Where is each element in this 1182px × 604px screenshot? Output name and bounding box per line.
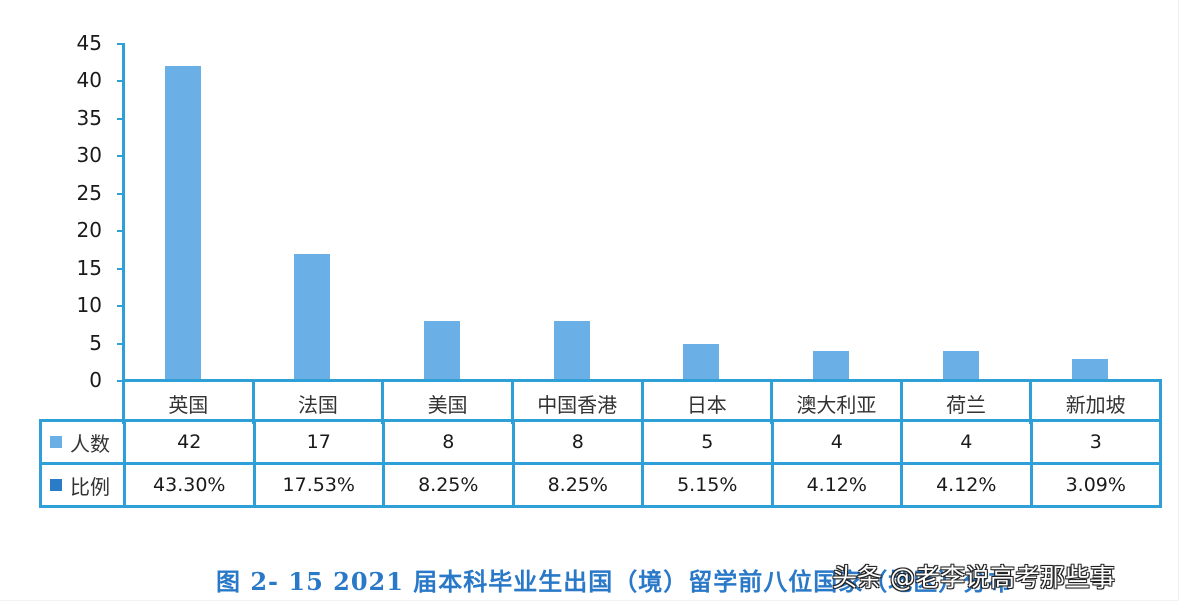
bar-日本: [683, 343, 720, 381]
legend-percentage: 比例: [42, 465, 123, 505]
y-tick-label: 10: [76, 293, 102, 318]
category-label: 英国: [122, 382, 252, 424]
y-tick-mark: [117, 117, 123, 120]
y-tick-label: 20: [76, 218, 102, 243]
legend-swatch-light-blue-icon: [50, 436, 62, 448]
y-tick-mark: [117, 192, 123, 195]
y-tick-mark: [117, 342, 123, 345]
table-cell: 43.30%: [123, 465, 253, 505]
bar-荷兰: [942, 351, 979, 381]
y-tick-label: 0: [89, 368, 102, 392]
y-tick-mark: [117, 230, 123, 233]
y-tick-mark: [117, 155, 123, 158]
category-label: 中国香港: [510, 382, 641, 424]
category-label: 新加坡: [1029, 382, 1162, 424]
table-cell: 8.25%: [382, 465, 512, 505]
y-tick-mark: [117, 267, 123, 270]
y-tick-mark: [117, 80, 123, 83]
y-tick-label: 25: [76, 180, 102, 205]
table-cell: 3: [1029, 422, 1160, 462]
table-cell: 4.12%: [900, 465, 1030, 505]
y-tick-label: 45: [76, 31, 102, 55]
figure-caption: 图 2- 15 2021 届本科毕业生出国（境）留学前八位国家（地区）分布: [216, 567, 1014, 596]
table-cell: 4: [770, 422, 901, 462]
y-tick-label: 40: [76, 68, 102, 93]
y-tick-mark: [117, 43, 123, 45]
legend-count: 人数: [42, 422, 123, 462]
table-cell: 8: [382, 422, 512, 462]
table-cell: 42: [123, 422, 253, 462]
bar-新加坡: [1072, 358, 1109, 381]
y-tick-mark: [117, 305, 123, 308]
legend-label: 比例: [70, 474, 110, 499]
bar-英国: [164, 66, 201, 381]
y-axis-line: [122, 43, 125, 382]
y-tick-label: 15: [76, 255, 102, 280]
table-cell: 17: [252, 422, 383, 462]
y-tick-label: 35: [76, 105, 102, 130]
table-cell: 5: [641, 422, 771, 462]
watermark: 头条 @老李说高考那些事: [832, 563, 1115, 592]
y-tick-label: 5: [89, 330, 102, 355]
table-cell: 17.53%: [252, 465, 383, 505]
table-cell: 3.09%: [1029, 465, 1160, 505]
data-table: 人数 42 17 8 8 5 4 4 3 比例 43.30% 17.53% 8.…: [39, 419, 1162, 508]
y-tick-mark: [117, 380, 123, 382]
data-row-count: 人数 42 17 8 8 5 4 4 3: [42, 422, 1159, 462]
table-cell: 4.12%: [770, 465, 901, 505]
bar-澳大利亚: [812, 351, 849, 381]
table-cell: 5.15%: [641, 465, 771, 505]
category-label: 法国: [251, 382, 382, 424]
bar-法国: [294, 253, 331, 381]
legend-label: 人数: [70, 431, 110, 456]
y-tick-label: 30: [76, 143, 102, 168]
table-cell: 8: [511, 422, 642, 462]
data-row-percentage: 比例 43.30% 17.53% 8.25% 8.25% 5.15% 4.12%…: [42, 462, 1159, 505]
category-label: 荷兰: [899, 382, 1030, 424]
legend-swatch-dark-blue-icon: [50, 479, 62, 491]
table-cell: 8.25%: [511, 465, 642, 505]
bar-中国香港: [553, 321, 590, 381]
bar-美国: [424, 321, 461, 381]
category-label: 美国: [381, 382, 511, 424]
category-row: 英国 法国 美国 中国香港 日本 澳大利亚 荷兰 新加坡: [122, 379, 1162, 424]
category-label: 澳大利亚: [770, 382, 900, 424]
category-label: 日本: [640, 382, 771, 424]
table-cell: 4: [900, 422, 1030, 462]
